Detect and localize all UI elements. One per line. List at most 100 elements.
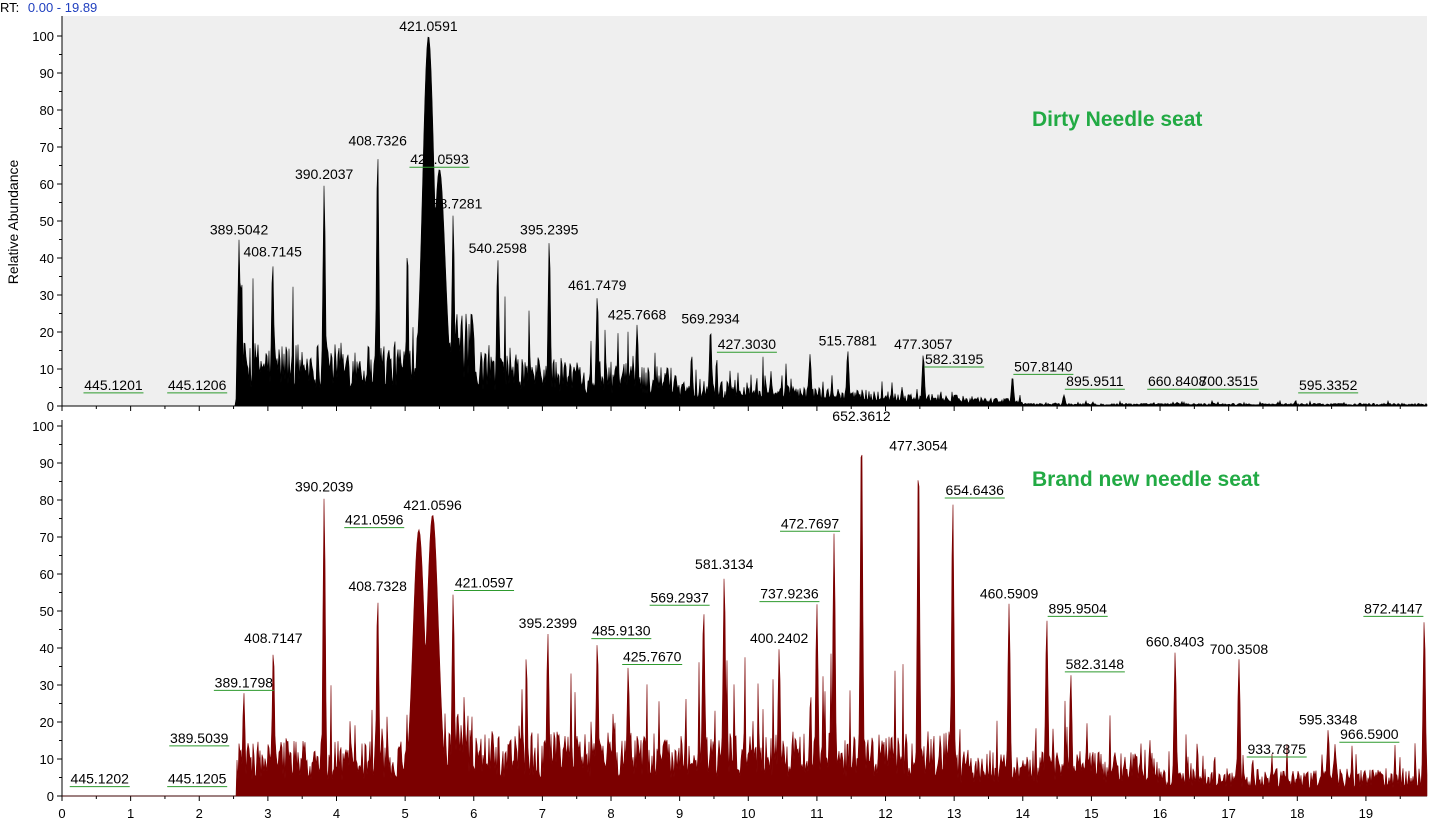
peak-label: 421.0596 bbox=[345, 512, 404, 528]
peak-label: 872.4147 bbox=[1364, 600, 1423, 616]
peak-label: 389.1798 bbox=[215, 674, 274, 690]
peak-label: 654.6436 bbox=[946, 482, 1005, 498]
x-tick-label: 0 bbox=[58, 806, 65, 821]
peak-label: 582.3148 bbox=[1066, 656, 1125, 672]
x-tick-label: 6 bbox=[470, 806, 477, 821]
x-tick-label: 13 bbox=[947, 806, 961, 821]
peak-label: 408.7326 bbox=[348, 133, 407, 149]
rt-range-label: RT: 0.00 - 19.89 bbox=[0, 0, 97, 15]
plot-background bbox=[62, 16, 1427, 406]
peak-label: 395.2399 bbox=[519, 615, 578, 631]
peak-label: 895.9504 bbox=[1048, 600, 1107, 616]
peak-label: 652.3612 bbox=[832, 408, 891, 424]
x-tick-label: 9 bbox=[676, 806, 683, 821]
x-tick-label: 19 bbox=[1359, 806, 1373, 821]
y-tick-label: 60 bbox=[40, 177, 54, 192]
y-tick-label: 90 bbox=[40, 66, 54, 81]
peak-label: 445.1206 bbox=[168, 377, 227, 393]
y-tick-label: 100 bbox=[32, 419, 54, 434]
peak-label: 408.7328 bbox=[348, 578, 407, 594]
peak-label: 485.9130 bbox=[592, 623, 651, 639]
peak-label: 595.3348 bbox=[1299, 711, 1358, 727]
peak-label: 421.0591 bbox=[399, 18, 458, 34]
peak-label: 445.1202 bbox=[71, 771, 130, 787]
peak-label: 400.2402 bbox=[750, 630, 809, 646]
y-tick-label: 50 bbox=[40, 214, 54, 229]
x-tick-label: 12 bbox=[878, 806, 892, 821]
peak-label: 389.5039 bbox=[170, 730, 229, 746]
x-tick-label: 14 bbox=[1016, 806, 1030, 821]
y-tick-label: 30 bbox=[40, 288, 54, 303]
peak-labels-bottom: 389.1798 389.5039 408.7147 390.2039 408.7328… bbox=[69, 408, 1424, 788]
peak-label: 472.7697 bbox=[781, 515, 840, 531]
chart-title-dirty: Dirty Needle seat bbox=[1032, 108, 1202, 131]
chart-title-new: Brand new needle seat bbox=[1032, 468, 1260, 491]
y-tick-label: 30 bbox=[40, 678, 54, 693]
x-tick-label: 8 bbox=[607, 806, 614, 821]
y-tick-label: 0 bbox=[47, 399, 54, 414]
peak-labels-top: 389.5042 408.7145 390.2037 408.7326 421.0591… bbox=[83, 18, 1359, 394]
y-tick-label: 0 bbox=[47, 789, 54, 804]
peak-label: 460.5909 bbox=[980, 586, 1039, 602]
peak-label: 581.3134 bbox=[695, 556, 754, 572]
rt-range-value: 0.00 - 19.89 bbox=[28, 0, 97, 15]
y-tick-label: 80 bbox=[40, 103, 54, 118]
y-tick-label: 100 bbox=[32, 29, 54, 44]
y-tick-label: 10 bbox=[40, 752, 54, 767]
y-tick-label: 40 bbox=[40, 251, 54, 266]
x-tick-label: 4 bbox=[333, 806, 340, 821]
x-tick-label: 15 bbox=[1084, 806, 1098, 821]
peak-label: 660.8408 bbox=[1148, 373, 1207, 389]
x-tick-label: 16 bbox=[1153, 806, 1167, 821]
peak-label: 966.5900 bbox=[1340, 726, 1399, 742]
peak-label: 700.3508 bbox=[1210, 641, 1269, 657]
y-tick-label: 20 bbox=[40, 715, 54, 730]
y-tick-label: 10 bbox=[40, 362, 54, 377]
x-tick-label: 7 bbox=[539, 806, 546, 821]
y-tick-label: 60 bbox=[40, 567, 54, 582]
peak-label: 421.0593 bbox=[410, 151, 469, 167]
x-tick-label: 18 bbox=[1290, 806, 1304, 821]
x-tick-label: 5 bbox=[402, 806, 409, 821]
y-tick-label: 70 bbox=[40, 140, 54, 155]
x-tick-label: 3 bbox=[264, 806, 271, 821]
peak-label: 700.3515 bbox=[1199, 373, 1258, 389]
y-tick-label: 70 bbox=[40, 530, 54, 545]
peak-label: 737.9236 bbox=[760, 586, 819, 602]
peak-label: 477.3054 bbox=[889, 438, 948, 454]
peak-label: 569.2934 bbox=[681, 310, 740, 326]
chromatogram-trace-new bbox=[62, 454, 1428, 797]
peak-label: 540.2598 bbox=[469, 240, 528, 256]
y-tick-label: 40 bbox=[40, 641, 54, 656]
peak-label: 421.0596 bbox=[403, 497, 462, 513]
peak-label: 390.2039 bbox=[295, 478, 354, 494]
x-tick-label: 10 bbox=[741, 806, 755, 821]
peak-label: 445.1201 bbox=[84, 377, 143, 393]
y-tick-label: 20 bbox=[40, 325, 54, 340]
rt-prefix: RT: bbox=[0, 0, 19, 15]
peak-label: 933.7875 bbox=[1248, 741, 1307, 757]
peak-label: 895.9511 bbox=[1066, 373, 1124, 389]
x-tick-label: 17 bbox=[1221, 806, 1235, 821]
peak-label: 569.2937 bbox=[650, 589, 709, 605]
x-tick-label: 11 bbox=[810, 806, 824, 821]
peak-label: 395.2395 bbox=[520, 222, 579, 238]
peak-label: 389.5042 bbox=[210, 222, 269, 238]
peak-label: 488.7281 bbox=[424, 196, 483, 212]
peak-label: 425.7668 bbox=[608, 307, 667, 323]
peak-label: 427.3030 bbox=[718, 336, 777, 352]
peak-label: 477.3057 bbox=[894, 336, 953, 352]
peak-label: 582.3195 bbox=[925, 351, 984, 367]
y-tick-label: 80 bbox=[40, 493, 54, 508]
peak-label: 461.7479 bbox=[568, 277, 627, 293]
peak-label: 595.3352 bbox=[1299, 377, 1358, 393]
peak-label: 445.1205 bbox=[168, 771, 227, 787]
peak-label: 507.8140 bbox=[1014, 358, 1073, 374]
peak-label: 390.2037 bbox=[295, 166, 354, 182]
peak-label: 515.7881 bbox=[819, 333, 878, 349]
peak-label: 660.8403 bbox=[1146, 634, 1205, 650]
peak-label: 408.7145 bbox=[243, 244, 302, 260]
peak-label: 425.7670 bbox=[623, 649, 682, 665]
